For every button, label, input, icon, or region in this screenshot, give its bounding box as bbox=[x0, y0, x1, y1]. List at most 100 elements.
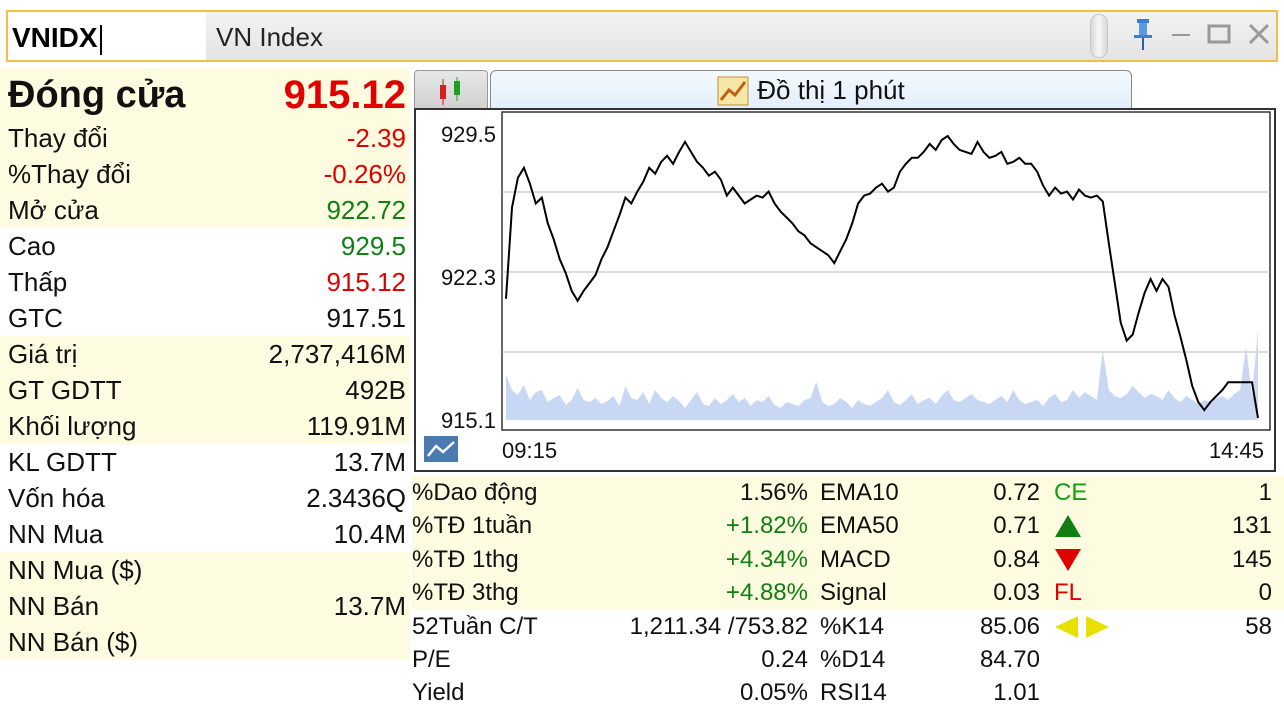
summary-label: Cao bbox=[8, 230, 56, 261]
chart-mode-icon[interactable] bbox=[424, 436, 458, 462]
stat-label: %TĐ 1thg bbox=[412, 545, 519, 573]
summary-value: 929.5 bbox=[340, 230, 406, 261]
x-tick-label: 09:15 bbox=[502, 438, 557, 463]
summary-value: 13.7M bbox=[333, 590, 406, 621]
summary-value: -2.39 bbox=[346, 122, 406, 153]
instrument-name: VN Index bbox=[206, 10, 1278, 62]
close-icon[interactable] bbox=[1244, 16, 1274, 52]
summary-label: NN Mua ($) bbox=[8, 554, 143, 585]
stat-label: %Dao động bbox=[412, 479, 538, 506]
intraday-chart[interactable]: 929.5 922.3 915.1 09:15 14:45 bbox=[414, 108, 1276, 472]
stat-label: Yield bbox=[412, 679, 465, 707]
summary-label: GTC bbox=[8, 302, 63, 333]
stats-row: Yield 0.05% RSI14 1.01 bbox=[412, 676, 1284, 710]
summary-row-value: Giá trị 2,737,416M bbox=[0, 336, 410, 372]
summary-value: -0.26% bbox=[323, 158, 406, 189]
breadth-count: 145 bbox=[1231, 545, 1272, 573]
summary-row-foreign-sell: NN Bán 13.7M bbox=[0, 588, 410, 624]
breadth-count: 131 bbox=[1231, 512, 1272, 540]
stats-row: %TĐ 1thg +4.34% MACD 0.84 145 bbox=[412, 542, 1284, 577]
breadth-count: 58 bbox=[1245, 612, 1272, 640]
unchanged-arrows-icon bbox=[1054, 610, 1110, 644]
stat-value: +4.34% bbox=[725, 545, 808, 573]
summary-row-foreign-sell-usd: NN Bán ($) bbox=[0, 624, 410, 660]
floor-label: FL bbox=[1054, 579, 1083, 607]
summary-row-put-through-value: GT GDTT 492B bbox=[0, 372, 410, 408]
stat-value: 0.24 bbox=[761, 646, 808, 673]
summary-value: 922.72 bbox=[326, 194, 406, 225]
summary-value: 13.7M bbox=[333, 446, 406, 477]
minimize-icon[interactable] bbox=[1166, 16, 1196, 52]
summary-label: Giá trị bbox=[8, 338, 78, 369]
summary-row-foreign-buy-usd: NN Mua ($) bbox=[0, 552, 410, 588]
summary-row-volume: Khối lượng 119.91M bbox=[0, 408, 410, 444]
summary-row-reference: GTC 917.51 bbox=[0, 300, 410, 336]
summary-label: Mở cửa bbox=[8, 194, 99, 225]
tab-1-minute-chart[interactable]: Đồ thị 1 phút bbox=[490, 70, 1132, 110]
summary-value: 915.12 bbox=[326, 266, 406, 297]
summary-label: NN Bán bbox=[8, 590, 100, 621]
ceiling-label: CE bbox=[1054, 479, 1088, 506]
summary-label: %Thay đổi bbox=[8, 158, 131, 189]
maximize-icon[interactable] bbox=[1204, 16, 1234, 52]
summary-label: NN Bán ($) bbox=[8, 626, 139, 657]
summary-value: 2.3436Q bbox=[306, 482, 406, 513]
pin-icon[interactable] bbox=[1128, 16, 1158, 52]
candlestick-icon bbox=[440, 76, 460, 105]
advance-arrow-icon bbox=[1054, 509, 1082, 543]
summary-row-open: Mở cửa 922.72 bbox=[0, 192, 410, 228]
stat-label: P/E bbox=[412, 646, 451, 673]
stat-label: %TĐ 1tuần bbox=[412, 512, 533, 540]
chart-tabs: Đồ thị 1 phút bbox=[412, 68, 1284, 110]
price-line bbox=[505, 134, 1259, 419]
close-price-row: Đóng cửa 915.12 bbox=[0, 68, 410, 122]
summary-row-high: Cao 929.5 bbox=[0, 228, 410, 264]
tab-1-minute-label: Đồ thị 1 phút bbox=[757, 75, 905, 105]
stat-label: 52Tuần C/T bbox=[412, 612, 538, 640]
breadth-count: 0 bbox=[1258, 579, 1272, 607]
stats-panel: %Dao động 1.56% EMA10 0.72 CE 1 %TĐ 1tuần +1.82… bbox=[412, 476, 1284, 710]
close-label: Đóng cửa bbox=[8, 73, 186, 116]
summary-value: 917.51 bbox=[326, 302, 406, 333]
symbol-input[interactable]: VNIDX bbox=[6, 10, 206, 62]
stats-row: %TĐ 1tuần +1.82% EMA50 0.71 131 bbox=[412, 509, 1284, 544]
chart-canvas: 929.5 922.3 915.109:15 14:45 bbox=[424, 111, 1271, 463]
summary-label: GT GDTT bbox=[8, 374, 122, 405]
indicator-value: 0.72 bbox=[993, 479, 1040, 506]
indicator-label: EMA50 bbox=[820, 512, 899, 540]
indicator-value: 0.71 bbox=[993, 512, 1040, 540]
indicator-value: 0.84 bbox=[993, 545, 1040, 573]
summary-value: 492B bbox=[345, 374, 406, 405]
stat-value: +1.82% bbox=[725, 512, 808, 540]
indicator-value: 1.01 bbox=[993, 679, 1040, 707]
summary-value: 119.91M bbox=[306, 410, 406, 441]
summary-row-change: Thay đổi -2.39 bbox=[0, 120, 410, 156]
summary-row-put-through-volume: KL GDTT 13.7M bbox=[0, 444, 410, 480]
stats-row: 52Tuần C/T 1,211.34 /753.82 %K14 85.06 58 bbox=[412, 609, 1284, 644]
stat-value: 0.05% bbox=[739, 679, 808, 707]
y-tick-label: 929.5 bbox=[441, 122, 496, 147]
y-tick-label: 922.3 bbox=[441, 265, 496, 290]
symbol-text: VNIDX bbox=[12, 22, 98, 53]
volume-area bbox=[506, 330, 1258, 420]
breadth-count: 1 bbox=[1258, 479, 1272, 506]
stats-row: %TĐ 3thg +4.88% Signal 0.03 FL 0 bbox=[412, 576, 1284, 611]
tab-candlestick[interactable] bbox=[414, 70, 488, 110]
text-caret bbox=[99, 24, 102, 55]
summary-label: Khối lượng bbox=[8, 410, 137, 441]
summary-label: NN Mua bbox=[8, 518, 104, 549]
summary-label: Thấp bbox=[8, 266, 68, 297]
indicator-value: 84.70 bbox=[979, 646, 1040, 673]
indicator-label: Signal bbox=[820, 579, 887, 607]
x-tick-label: 14:45 bbox=[1209, 438, 1264, 463]
line-chart-icon bbox=[717, 76, 749, 105]
stat-value: 1.56% bbox=[739, 479, 808, 506]
summary-label: Thay đổi bbox=[8, 122, 108, 153]
summary-row-pct-change: %Thay đổi -0.26% bbox=[0, 156, 410, 192]
close-value: 915.12 bbox=[283, 72, 406, 117]
stats-row: %Dao động 1.56% EMA10 0.72 CE 1 bbox=[412, 476, 1284, 510]
indicator-value: 0.03 bbox=[993, 579, 1040, 607]
summary-value: 10.4M bbox=[333, 518, 406, 549]
scroll-handle[interactable] bbox=[1090, 14, 1108, 58]
summary-panel: Đóng cửa 915.12 Thay đổi -2.39 %Thay đổi -0… bbox=[0, 68, 410, 710]
